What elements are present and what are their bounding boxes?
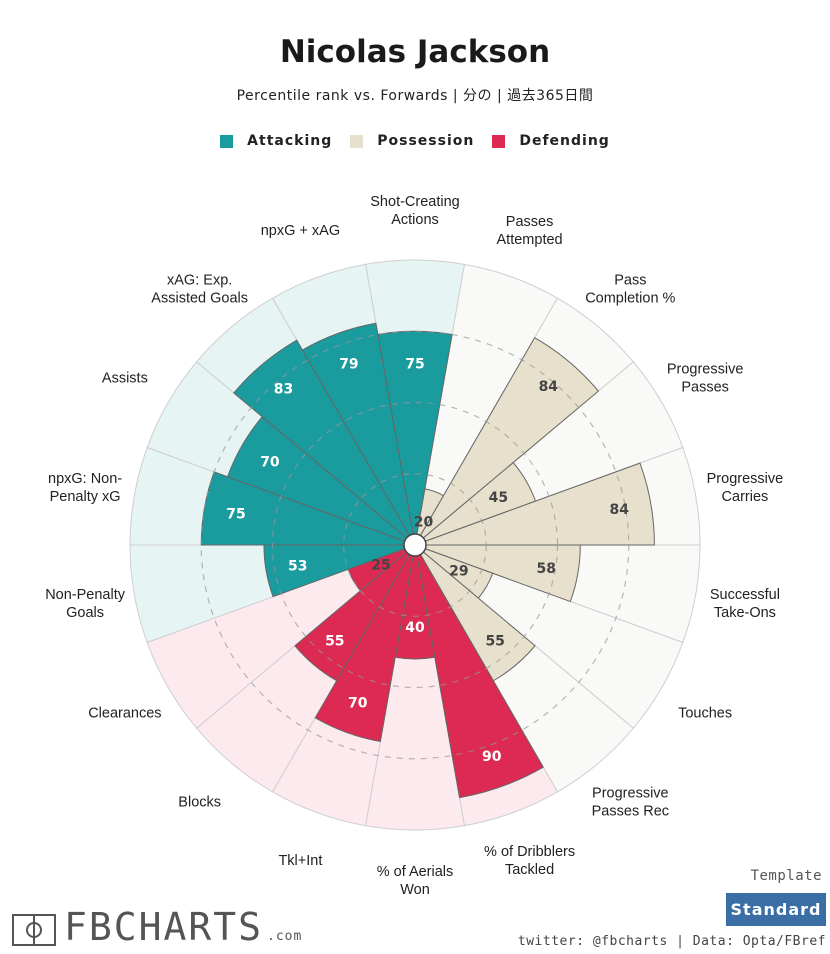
value-bar xyxy=(233,339,416,546)
category-label-line: npxG: Non- xyxy=(48,471,122,487)
value-bar xyxy=(414,544,544,799)
category-label-line: Non-Penalty xyxy=(45,587,126,603)
credits-text: twitter: @fbcharts | Data: Opta/FBref xyxy=(517,934,826,949)
value-label: 84 xyxy=(539,379,559,395)
legend-swatch-possession xyxy=(350,134,364,148)
grid-ring xyxy=(200,330,630,760)
value-bar xyxy=(294,544,416,682)
legend-label-attacking: Attacking xyxy=(247,133,333,149)
logo-text: FBCHARTS xyxy=(64,905,264,949)
category-label: Progressive Passes xyxy=(667,362,744,396)
legend-label-defending: Defending xyxy=(519,133,610,149)
category-label-line: Tkl+Int xyxy=(278,853,322,869)
template-standard-button[interactable]: Standard xyxy=(726,893,826,926)
category-label: % of Dribblers Tackled xyxy=(484,844,575,878)
value-bar xyxy=(314,544,416,743)
legend-item-possession: Possession xyxy=(350,133,474,149)
value-label: 58 xyxy=(537,561,556,577)
value-label: 29 xyxy=(449,563,468,579)
category-label-line: Shot-Creating xyxy=(370,194,459,210)
category-label: Non-Penalty Goals xyxy=(45,587,126,621)
category-label-line: Touches xyxy=(678,706,732,722)
category-label: Touches xyxy=(678,706,732,722)
value-label: 45 xyxy=(489,490,508,506)
category-label-line: Passes xyxy=(681,380,729,396)
category-label: Shot-Creating Actions xyxy=(370,194,459,228)
category-label: Passes Attempted xyxy=(497,214,563,248)
value-label: 90 xyxy=(482,749,502,765)
category-label-line: Progressive xyxy=(592,786,669,802)
category-label-line: Goals xyxy=(66,605,104,621)
category-label-line: Actions xyxy=(391,212,439,228)
value-label: 53 xyxy=(288,559,307,575)
category-label-line: Successful xyxy=(710,587,780,603)
category-label-line: Tackled xyxy=(505,862,554,878)
legend-item-attacking: Attacking xyxy=(220,133,332,149)
value-label: 75 xyxy=(405,356,424,372)
value-label: 84 xyxy=(610,502,630,518)
category-label-line: Blocks xyxy=(178,795,221,811)
category-label: npxG + xAG xyxy=(261,223,340,239)
category-label-line: Assists xyxy=(102,371,148,387)
category-label: % of Aerials Won xyxy=(377,864,454,898)
category-label-line: Completion % xyxy=(585,290,675,306)
logo-suffix: .com xyxy=(267,929,303,944)
category-label: Blocks xyxy=(178,795,221,811)
grid-ring xyxy=(271,401,559,689)
fbcharts-logo: FBCHARTS .com xyxy=(12,908,302,946)
category-label-line: Carries xyxy=(722,489,769,505)
value-label: 55 xyxy=(325,634,344,650)
value-label: 55 xyxy=(485,634,504,650)
category-label: Pass Completion % xyxy=(585,272,675,306)
grid-ring xyxy=(343,473,487,617)
legend-swatch-defending xyxy=(492,134,506,148)
category-label-line: Progressive xyxy=(707,471,784,487)
legend-swatch-attacking xyxy=(220,134,234,148)
value-label: 25 xyxy=(371,558,390,574)
template-label: Template xyxy=(750,868,822,884)
value-label: 79 xyxy=(339,356,358,372)
value-label: 70 xyxy=(348,695,368,711)
legend-item-defending: Defending xyxy=(492,133,609,149)
category-label-line: % of Aerials xyxy=(377,864,454,880)
category-label: xAG: Exp. Assisted Goals xyxy=(151,272,248,306)
category-label: Tkl+Int xyxy=(278,853,322,869)
category-label-line: Clearances xyxy=(88,706,161,722)
category-label: Progressive Passes Rec xyxy=(592,786,669,820)
page-subtitle: Percentile rank vs. Forwards | 分の | 過去36… xyxy=(236,88,594,104)
value-bar xyxy=(414,336,600,546)
category-label-line: xAG: Exp. xyxy=(167,272,232,288)
category-label-line: Passes xyxy=(506,214,554,230)
category-label-line: Passes Rec xyxy=(592,804,669,820)
value-label: 40 xyxy=(405,620,425,636)
pitch-logo-icon xyxy=(12,914,56,946)
value-label: 75 xyxy=(226,506,245,522)
value-label: 70 xyxy=(260,454,280,470)
category-label: Clearances xyxy=(88,706,161,722)
category-label: npxG: Non- Penalty xG xyxy=(48,471,122,505)
category-label-line: npxG + xAG xyxy=(261,223,340,239)
category-label-line: Progressive xyxy=(667,362,744,378)
category-label-line: Attempted xyxy=(497,232,563,248)
category-label: Progressive Carries xyxy=(707,471,784,505)
value-bar xyxy=(414,544,581,603)
category-label-line: Assisted Goals xyxy=(151,290,248,306)
legend-label-possession: Possession xyxy=(377,133,475,149)
value-bar xyxy=(414,462,655,546)
page-title: Nicolas Jackson xyxy=(279,34,551,70)
category-label-line: Pass xyxy=(614,272,646,288)
value-label: 83 xyxy=(274,381,293,397)
category-label-line: Take-Ons xyxy=(714,605,776,621)
category-label-line: Won xyxy=(400,882,430,898)
category-label: Successful Take-Ons xyxy=(710,587,780,621)
chart-legend: Attacking Possession Defending xyxy=(0,133,830,149)
category-label: Assists xyxy=(102,371,148,387)
center-hub xyxy=(403,533,427,557)
category-label-line: Penalty xG xyxy=(50,489,121,505)
value-bar xyxy=(301,322,416,546)
value-label: 20 xyxy=(414,515,434,531)
category-label-line: % of Dribblers xyxy=(484,844,575,860)
